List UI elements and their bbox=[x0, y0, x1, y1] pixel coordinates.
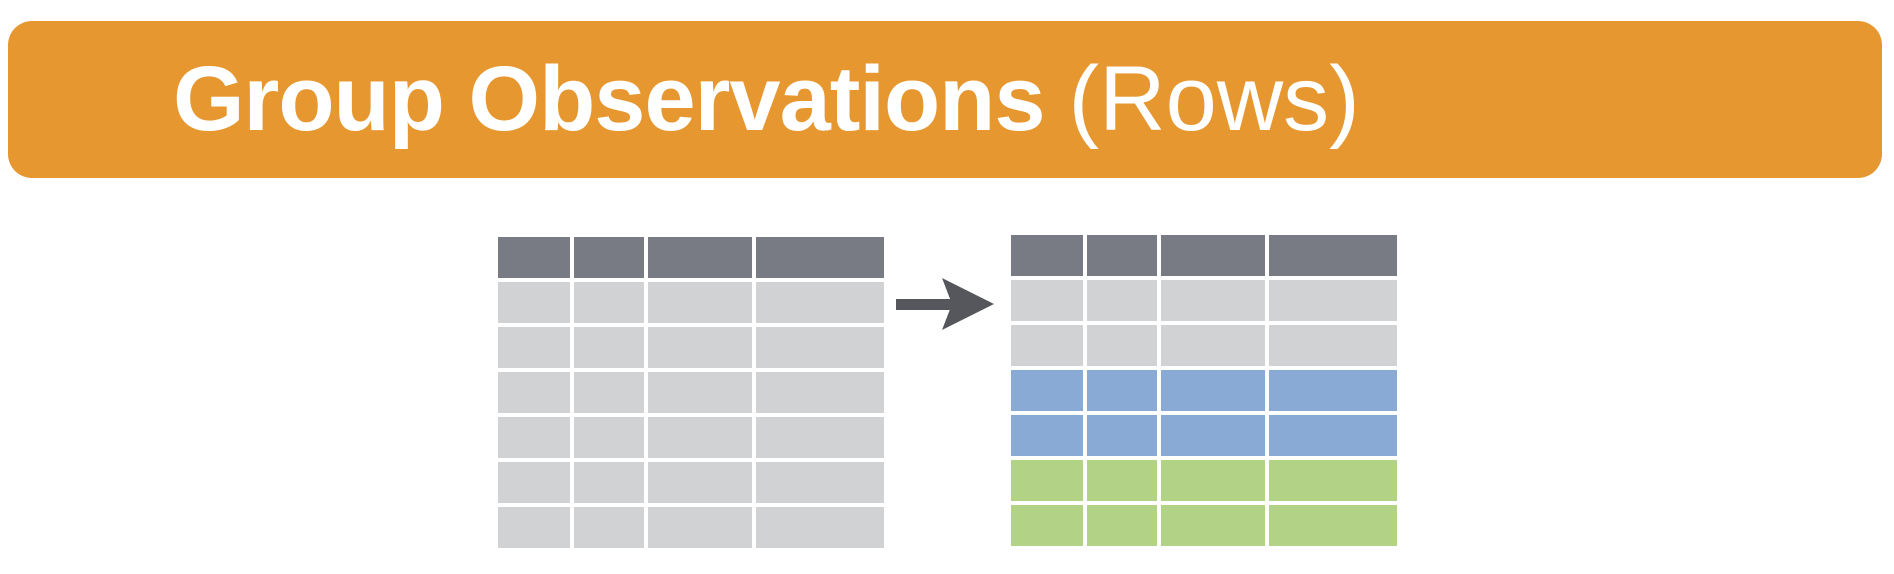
table-cell-r1-c1 bbox=[574, 282, 644, 323]
table-cell-r2-c3 bbox=[1269, 325, 1397, 366]
table-cell-r1-c1 bbox=[1087, 280, 1157, 321]
table-cell-r1-c3 bbox=[756, 282, 884, 323]
header-cell-r0-c3 bbox=[1269, 235, 1397, 276]
table-cell-r4-c3 bbox=[1269, 415, 1397, 456]
table-cell-r3-c1 bbox=[1087, 370, 1157, 411]
table-cell-r5-c3 bbox=[1269, 460, 1397, 501]
table-cell-r6-c1 bbox=[574, 507, 644, 548]
table-cell-r4-c1 bbox=[574, 417, 644, 458]
table-cell-r3-c0 bbox=[1011, 370, 1083, 411]
table-cell-r3-c3 bbox=[1269, 370, 1397, 411]
table-cell-r1-c2 bbox=[648, 282, 752, 323]
table-cell-r6-c2 bbox=[1161, 505, 1265, 546]
table-cell-r2-c0 bbox=[1011, 325, 1083, 366]
table-cell-r2-c2 bbox=[1161, 325, 1265, 366]
table-cell-r5-c1 bbox=[1087, 460, 1157, 501]
table-cell-r2-c1 bbox=[574, 327, 644, 368]
table-cell-r4-c1 bbox=[1087, 415, 1157, 456]
table-cell-r6-c3 bbox=[1269, 505, 1397, 546]
title-main: Group Observations bbox=[173, 48, 1045, 150]
table-cell-r5-c2 bbox=[1161, 460, 1265, 501]
table-cell-r4-c3 bbox=[756, 417, 884, 458]
table-cell-r3-c2 bbox=[648, 372, 752, 413]
arrow-shaft bbox=[896, 299, 966, 310]
header-cell-r0-c0 bbox=[1011, 235, 1083, 276]
header-cell-r0-c2 bbox=[1161, 235, 1265, 276]
table-cell-r5-c2 bbox=[648, 462, 752, 503]
table-cell-r1-c3 bbox=[1269, 280, 1397, 321]
input-table bbox=[498, 237, 884, 548]
table-cell-r6-c1 bbox=[1087, 505, 1157, 546]
table-cell-r5-c0 bbox=[498, 462, 570, 503]
header-cell-r0-c1 bbox=[1087, 235, 1157, 276]
table-cell-r6-c0 bbox=[1011, 505, 1083, 546]
table-cell-r6-c3 bbox=[756, 507, 884, 548]
table-cell-r1-c0 bbox=[1011, 280, 1083, 321]
table-cell-r3-c2 bbox=[1161, 370, 1265, 411]
output-table bbox=[1011, 235, 1397, 546]
table-cell-r3-c3 bbox=[756, 372, 884, 413]
table-cell-r4-c0 bbox=[498, 417, 570, 458]
table-cell-r4-c2 bbox=[1161, 415, 1265, 456]
table-cell-r6-c2 bbox=[648, 507, 752, 548]
table-cell-r1-c0 bbox=[498, 282, 570, 323]
table-cell-r2-c0 bbox=[498, 327, 570, 368]
title-subtitle: (Rows) bbox=[1068, 48, 1360, 150]
table-cell-r2-c1 bbox=[1087, 325, 1157, 366]
table-cell-r3-c0 bbox=[498, 372, 570, 413]
table-cell-r2-c3 bbox=[756, 327, 884, 368]
header-cell-r0-c2 bbox=[648, 237, 752, 278]
arrow-head bbox=[942, 278, 994, 330]
header-cell-r0-c1 bbox=[574, 237, 644, 278]
table-cell-r4-c0 bbox=[1011, 415, 1083, 456]
table-cell-r3-c1 bbox=[574, 372, 644, 413]
table-cell-r4-c2 bbox=[648, 417, 752, 458]
table-cell-r5-c3 bbox=[756, 462, 884, 503]
table-cell-r2-c2 bbox=[648, 327, 752, 368]
header-cell-r0-c3 bbox=[756, 237, 884, 278]
header-cell-r0-c0 bbox=[498, 237, 570, 278]
right-arrow-icon bbox=[896, 278, 994, 330]
table-cell-r5-c1 bbox=[574, 462, 644, 503]
table-cell-r5-c0 bbox=[1011, 460, 1083, 501]
table-cell-r1-c2 bbox=[1161, 280, 1265, 321]
title-banner: Group Observations (Rows) bbox=[8, 21, 1882, 178]
table-cell-r6-c0 bbox=[498, 507, 570, 548]
